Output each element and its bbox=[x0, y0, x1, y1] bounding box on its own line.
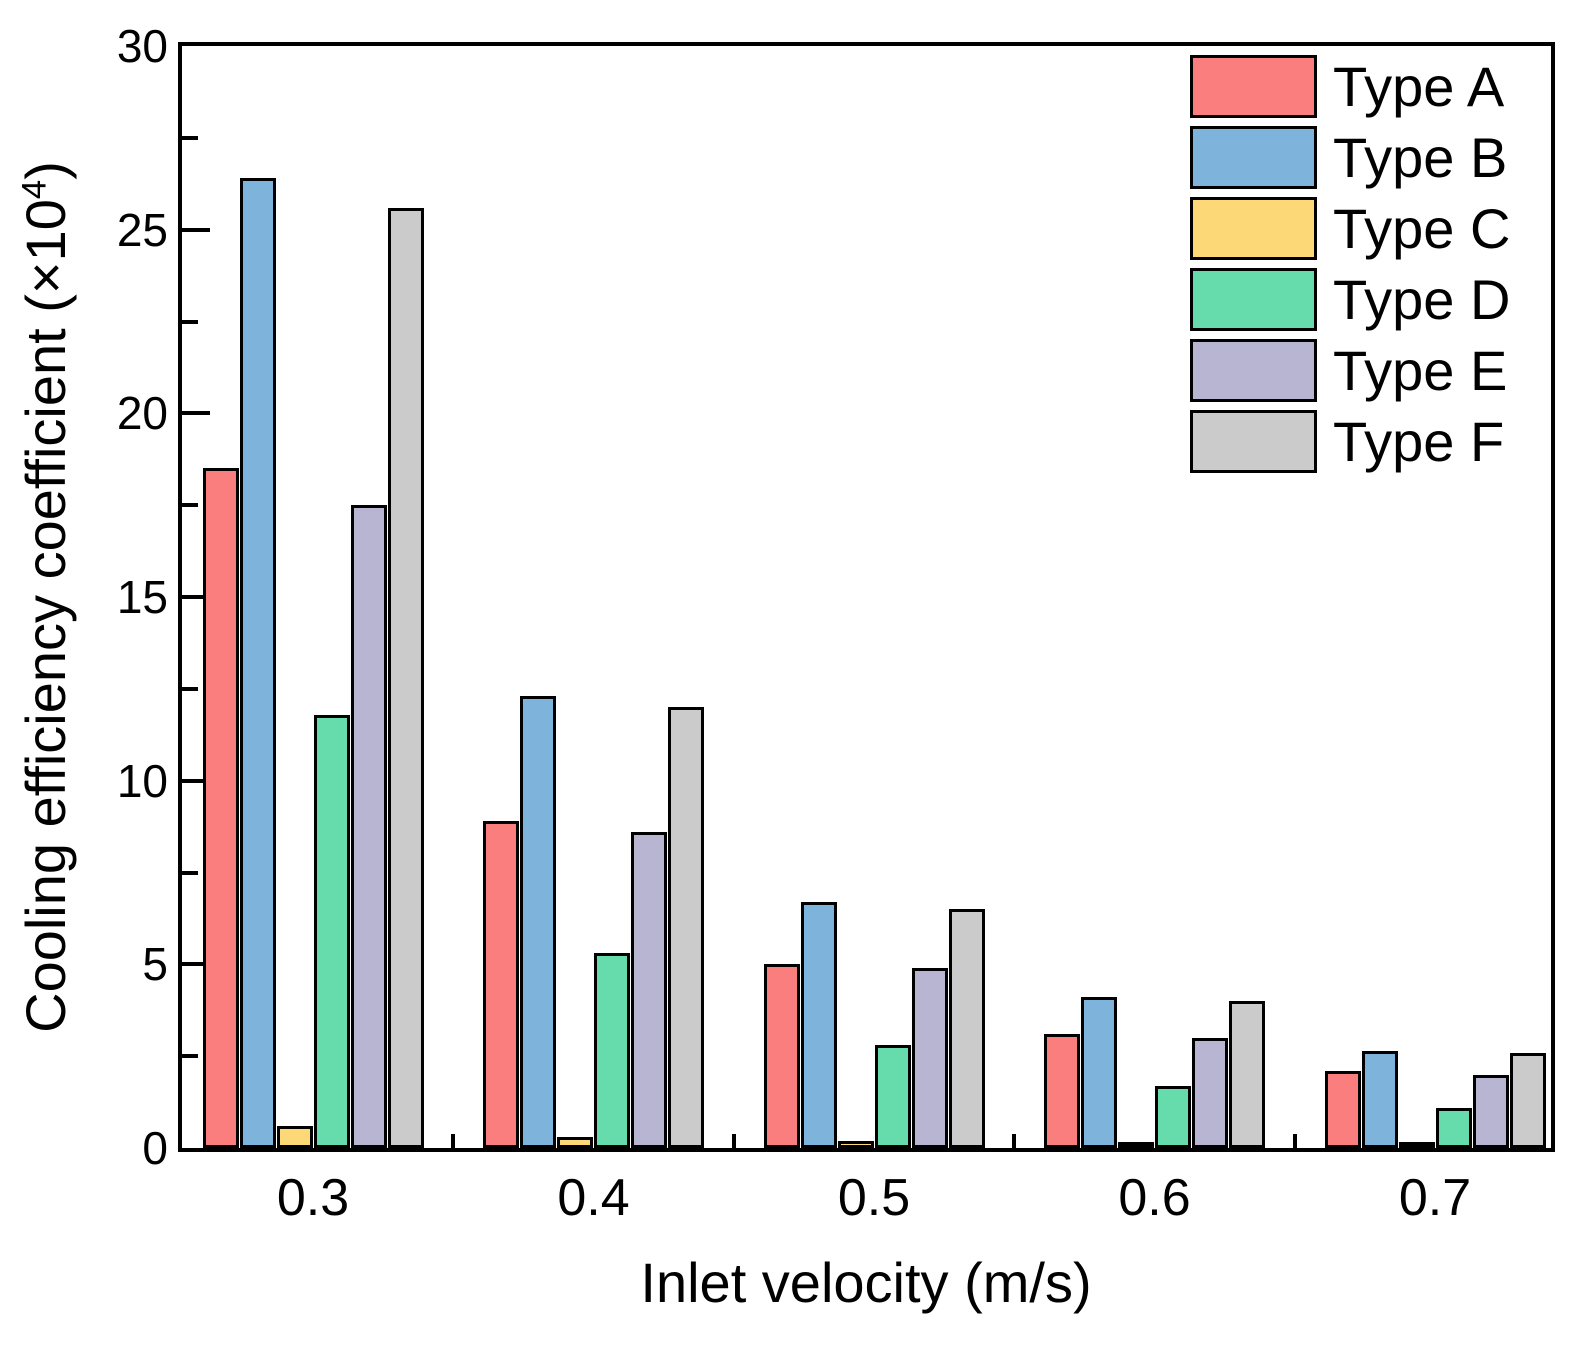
bar-type-f-at-0.7 bbox=[1509, 1052, 1546, 1148]
legend-label-type-e: Type E bbox=[1333, 339, 1508, 402]
plot-area: Type A Type B Type C Type D Type E Type F bbox=[178, 42, 1555, 1152]
bar-type-c-at-0.6 bbox=[1118, 1142, 1154, 1148]
legend-swatch-type-c bbox=[1190, 197, 1317, 260]
y-axis-major-tick bbox=[182, 962, 210, 967]
y-axis-tick-label: 10 bbox=[116, 754, 168, 807]
x-axis-tick-label: 0.7 bbox=[1398, 1169, 1472, 1227]
legend-label-type-c: Type C bbox=[1333, 197, 1511, 260]
bar-type-f-at-0.4 bbox=[668, 707, 704, 1148]
legend-swatch-type-f bbox=[1190, 410, 1317, 473]
y-axis-title: Cooling efficiency coefficient (×104) bbox=[14, 161, 78, 1033]
bar-type-d-at-0.7 bbox=[1435, 1107, 1472, 1148]
y-axis-minor-tick bbox=[182, 319, 198, 324]
bar-type-d-at-0.6 bbox=[1155, 1085, 1191, 1148]
bar-type-b-at-0.5 bbox=[800, 901, 837, 1148]
bar-type-b-at-0.4 bbox=[520, 696, 556, 1148]
x-axis-tick bbox=[731, 1134, 736, 1148]
x-axis-title: Inlet velocity (m/s) bbox=[640, 1252, 1091, 1314]
y-axis-minor-tick bbox=[182, 1054, 198, 1059]
legend-label-type-a: Type A bbox=[1333, 55, 1505, 118]
y-axis-title-superscript: 4 bbox=[15, 179, 54, 200]
bar-type-d-at-0.3 bbox=[313, 714, 350, 1148]
y-axis-tick-label: 30 bbox=[116, 20, 168, 72]
x-axis-tick bbox=[1292, 1134, 1297, 1148]
y-axis-minor-tick bbox=[182, 686, 198, 691]
x-axis-tick-label: 0.4 bbox=[557, 1169, 630, 1227]
bar-type-b-at-0.6 bbox=[1081, 997, 1117, 1148]
y-axis-minor-tick bbox=[182, 503, 198, 508]
bar-type-e-at-0.5 bbox=[911, 968, 948, 1148]
y-axis-tick-label: 20 bbox=[116, 387, 168, 440]
bar-type-a-at-0.7 bbox=[1324, 1070, 1361, 1148]
y-axis-major-tick bbox=[182, 411, 210, 416]
bar-type-a-at-0.4 bbox=[483, 821, 519, 1148]
y-axis-tick-label: 15 bbox=[116, 571, 168, 623]
x-axis-tick-label: 0.3 bbox=[276, 1169, 350, 1227]
bar-type-d-at-0.5 bbox=[874, 1045, 911, 1148]
bar-type-d-at-0.4 bbox=[594, 953, 630, 1148]
bar-type-e-at-0.7 bbox=[1472, 1074, 1509, 1148]
bar-type-e-at-0.3 bbox=[350, 505, 387, 1148]
legend-label-type-b: Type B bbox=[1333, 126, 1508, 189]
x-axis-tick bbox=[1012, 1134, 1017, 1148]
bar-type-b-at-0.7 bbox=[1361, 1050, 1398, 1148]
bar-type-a-at-0.3 bbox=[202, 468, 239, 1148]
y-axis-tick-label: 25 bbox=[116, 203, 168, 256]
y-axis-major-tick bbox=[182, 778, 210, 783]
x-axis-title-text: Inlet velocity (m/s) bbox=[640, 1251, 1092, 1314]
y-axis-minor-tick bbox=[182, 135, 198, 140]
y-axis-major-tick bbox=[182, 227, 210, 232]
y-axis-tick-label: 5 bbox=[142, 938, 168, 991]
bar-type-c-at-0.5 bbox=[837, 1140, 874, 1148]
x-axis-tick-label: 0.5 bbox=[837, 1169, 911, 1227]
legend-swatch-type-e bbox=[1190, 339, 1317, 402]
legend-swatch-type-d bbox=[1190, 268, 1317, 331]
y-axis-title-text: Cooling efficiency coefficient (×10 bbox=[14, 199, 78, 1033]
bar-type-c-at-0.7 bbox=[1398, 1142, 1435, 1148]
x-axis-tick bbox=[451, 1134, 456, 1148]
bar-type-f-at-0.5 bbox=[948, 909, 985, 1148]
y-axis-major-tick bbox=[182, 595, 210, 599]
bar-type-c-at-0.3 bbox=[276, 1125, 313, 1148]
legend-label-type-f: Type F bbox=[1333, 410, 1505, 473]
bar-type-f-at-0.3 bbox=[387, 207, 424, 1148]
legend-label-type-d: Type D bbox=[1333, 268, 1511, 331]
bar-type-e-at-0.4 bbox=[631, 832, 667, 1148]
bar-type-c-at-0.4 bbox=[557, 1136, 593, 1148]
y-axis-title-close-paren: ) bbox=[14, 161, 78, 180]
bar-type-e-at-0.6 bbox=[1192, 1037, 1228, 1148]
y-axis-tick-label: 0 bbox=[142, 1122, 168, 1174]
bar-type-a-at-0.5 bbox=[763, 964, 800, 1148]
bar-type-b-at-0.3 bbox=[239, 178, 276, 1148]
x-axis-tick-label: 0.6 bbox=[1118, 1169, 1191, 1227]
bar-type-f-at-0.6 bbox=[1229, 1001, 1265, 1148]
y-axis-minor-tick bbox=[182, 870, 198, 875]
bar-type-a-at-0.6 bbox=[1044, 1034, 1080, 1148]
legend-swatch-type-b bbox=[1190, 126, 1317, 189]
legend-swatch-type-a bbox=[1190, 55, 1317, 118]
